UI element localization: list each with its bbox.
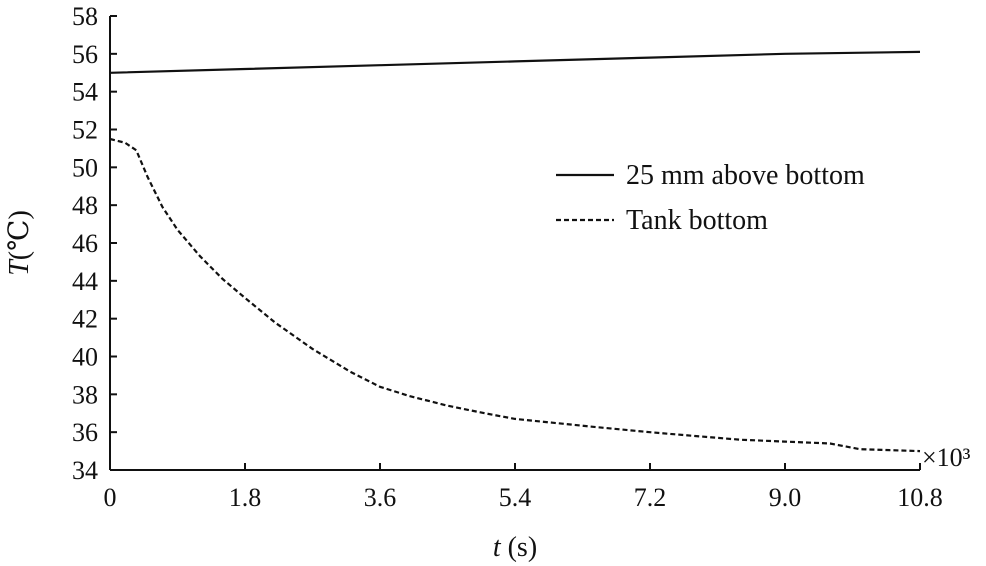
y-tick-label: 42 — [72, 305, 98, 334]
y-tick-label: 40 — [72, 343, 98, 372]
y-tick-label: 50 — [72, 153, 98, 182]
y-axis-variable: T — [4, 258, 35, 276]
legend: 25 mm above bottom Tank bottom — [556, 160, 865, 236]
x-axis-ticks: 0 1.8 3.6 5.4 7.2 9.0 10.8 — [104, 463, 943, 512]
y-tick-label: 54 — [72, 78, 98, 107]
y-tick-label: 48 — [72, 191, 98, 220]
x-tick-label: 1.8 — [229, 483, 262, 512]
series-line-tank-bottom — [109, 137, 921, 453]
x-tick-label: 3.6 — [364, 483, 397, 512]
y-tick-label: 44 — [72, 267, 98, 296]
y-tick-label: 34 — [72, 456, 98, 485]
legend-label-tank-bottom: Tank bottom — [626, 205, 768, 236]
y-tick-label: 56 — [72, 40, 98, 69]
y-tick-label: 46 — [72, 229, 98, 258]
x-tick-label: 10.8 — [897, 483, 943, 512]
y-axis-ticks: 34 36 38 40 42 44 46 48 50 52 54 56 58 — [72, 2, 117, 485]
y-axis-title: T(℃) — [4, 210, 35, 276]
x-axis-title: t (s) — [493, 532, 537, 563]
x-tick-label: 5.4 — [499, 483, 532, 512]
x-axis-variable: t — [493, 532, 502, 563]
y-tick-label: 58 — [72, 2, 98, 31]
x-tick-label: 9.0 — [769, 483, 802, 512]
y-tick-label: 36 — [72, 418, 98, 447]
y-axis-unit: (℃) — [4, 210, 35, 260]
x-tick-label: 0 — [104, 483, 117, 512]
x-axis-unit: (s) — [501, 532, 538, 563]
series-group — [109, 50, 921, 453]
x-tick-label: 7.2 — [634, 483, 667, 512]
legend-label-25mm: 25 mm above bottom — [626, 160, 865, 191]
y-tick-label: 38 — [72, 380, 98, 409]
x-axis-multiplier: ×10³ — [922, 443, 971, 472]
y-tick-label: 52 — [72, 116, 98, 145]
series-line-25mm-above-bottom — [109, 50, 921, 74]
